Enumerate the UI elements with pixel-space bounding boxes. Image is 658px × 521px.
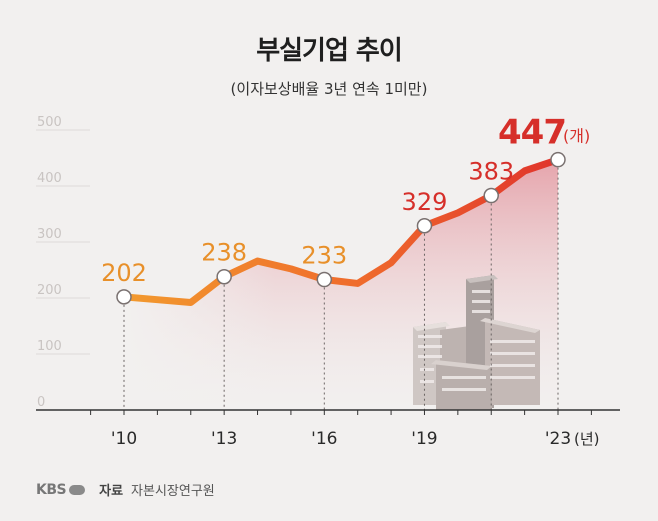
y-tick-label: 400 — [37, 171, 62, 186]
data-point-marker — [416, 218, 433, 234]
chart-subtitle: (이자보상배율 3년 연속 1미만) — [230, 80, 428, 98]
y-tick-label: 200 — [37, 283, 62, 298]
data-point-marker — [550, 151, 566, 168]
data-point-marker — [116, 289, 132, 305]
chart-title: 부실기업 추이 — [256, 36, 403, 66]
x-tick-label: '16 — [311, 429, 337, 449]
data-label: 238 — [201, 239, 247, 267]
data-label: 202 — [101, 259, 147, 287]
x-tick-label: '19 — [411, 429, 437, 449]
data-label: 329 — [402, 188, 448, 216]
footer: KBS 자료 자본시장연구원 — [36, 480, 215, 500]
data-label: 233 — [301, 242, 347, 270]
y-tick-label: 300 — [37, 227, 62, 242]
data-label: 383 — [468, 158, 514, 186]
buildings-illustration — [413, 275, 540, 410]
kbs-logo: KBS — [36, 481, 86, 498]
value-unit-label: (개) — [563, 127, 590, 146]
data-point-marker — [483, 187, 499, 204]
x-unit-label: (년) — [574, 430, 600, 448]
y-tick-label: 0 — [37, 395, 45, 410]
x-tick-label: '13 — [211, 429, 237, 449]
source-label: 자료 — [99, 484, 124, 499]
logo-text: KBS — [36, 481, 67, 498]
x-tick-label: '10 — [111, 429, 137, 449]
data-point-marker — [216, 268, 232, 285]
x-tick-label: '23 — [545, 429, 571, 449]
logo-mark-icon — [69, 484, 86, 495]
data-point-marker — [316, 271, 333, 288]
y-tick-label: 100 — [37, 339, 62, 354]
data-label: 447 — [498, 113, 566, 153]
source-value: 자본시장연구원 — [131, 484, 215, 499]
y-tick-label: 500 — [37, 115, 62, 130]
